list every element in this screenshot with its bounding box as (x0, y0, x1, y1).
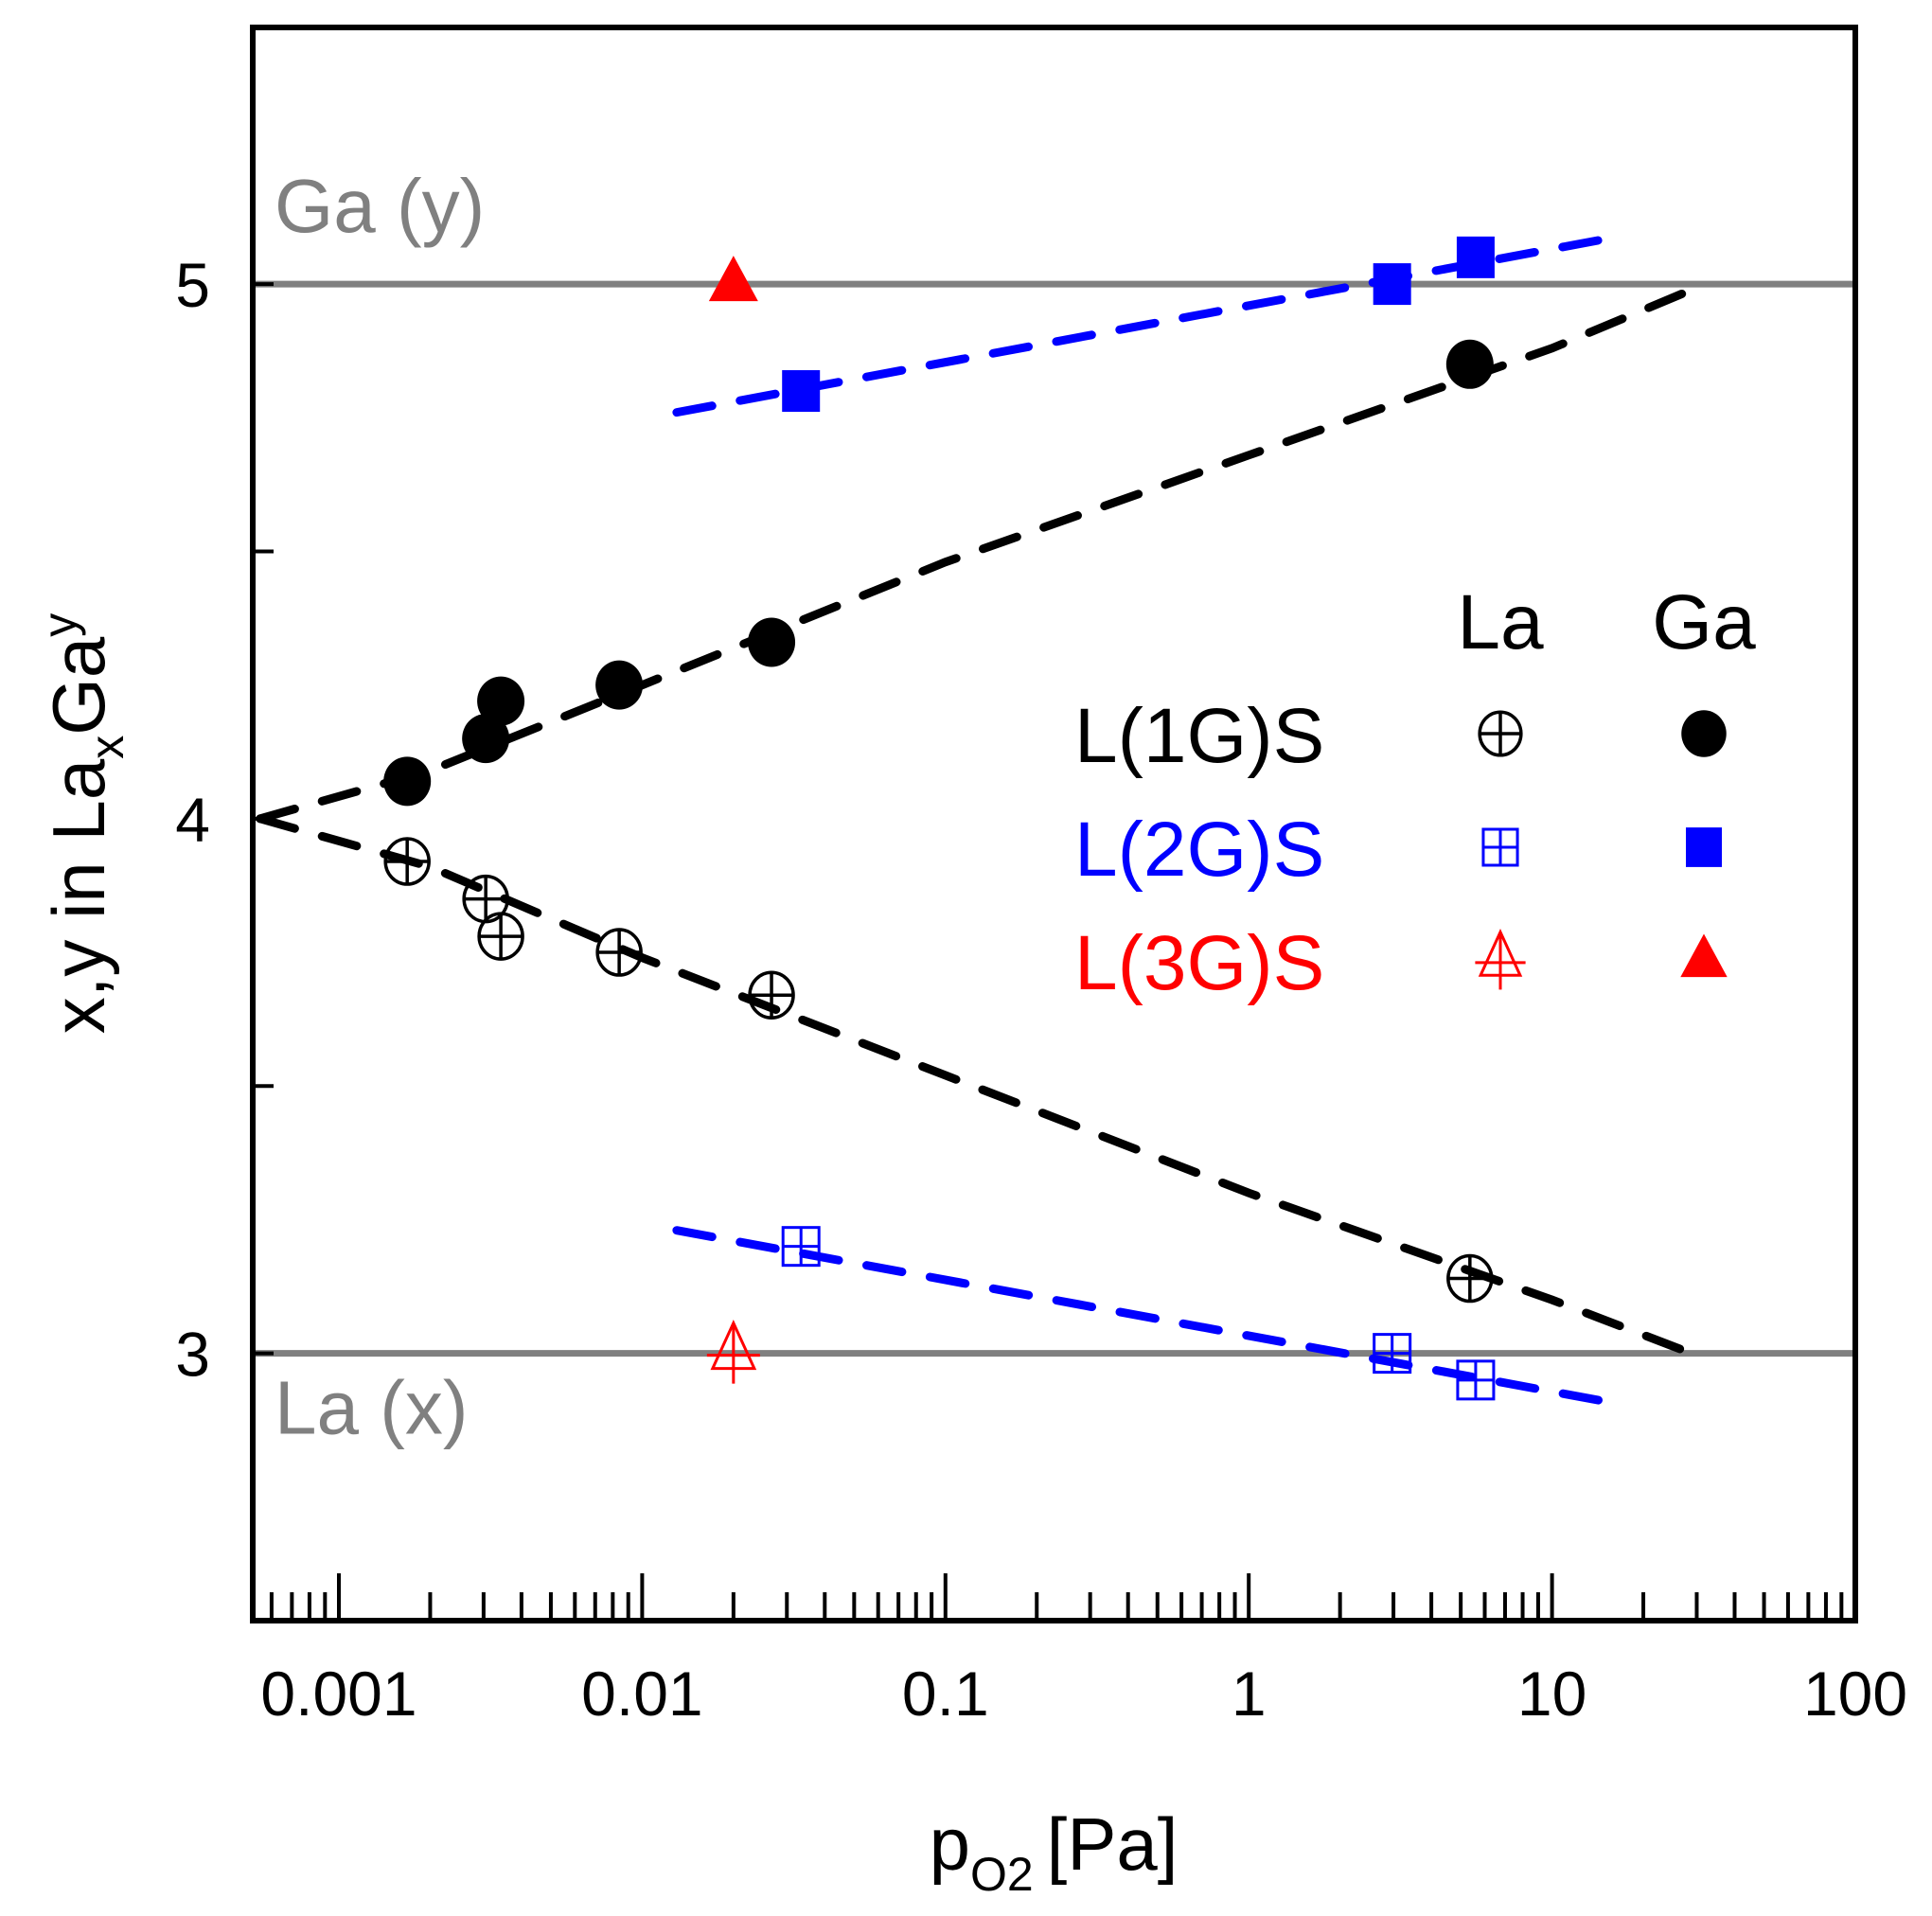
data-point (1681, 710, 1727, 757)
legend-column-header: La (1457, 579, 1544, 665)
fit-line (256, 814, 1710, 1363)
x-tick-label: 10 (1517, 1659, 1586, 1729)
data-point (782, 370, 821, 413)
data-point (706, 1320, 760, 1384)
y-tick-label: 4 (175, 785, 210, 855)
data-point (595, 660, 644, 710)
data-point (383, 837, 431, 886)
data-point (1478, 710, 1523, 757)
x-tick-label: 100 (1803, 1659, 1907, 1729)
data-point (1456, 236, 1495, 278)
x-tick-label: 1 (1232, 1659, 1267, 1729)
y-tick-label: 5 (175, 250, 210, 320)
x-tick-label: 0.001 (260, 1659, 417, 1729)
data-point (748, 970, 795, 1020)
plot-frame (250, 25, 1858, 1623)
data-point (477, 912, 524, 961)
data-point (781, 1226, 821, 1268)
x-tick-label: 0.01 (581, 1659, 702, 1729)
legend-label: L(3G)S (1074, 920, 1324, 1006)
legend-label: L(1G)S (1074, 693, 1324, 779)
data-point (1456, 1359, 1496, 1401)
data-point (1445, 339, 1494, 389)
data-point (708, 256, 758, 302)
data-point (1680, 933, 1728, 978)
x-axis-label: pO2 [Pa] (930, 1802, 1179, 1901)
data-point (1686, 827, 1722, 867)
data-point (1373, 263, 1411, 306)
data-point (1373, 1333, 1412, 1375)
y-tick-label: 3 (175, 1320, 210, 1390)
data-point (595, 928, 643, 977)
reference-line-label: Ga (y) (275, 164, 485, 248)
data-point (462, 714, 510, 764)
fit-line (672, 1226, 1610, 1406)
legend-column-header: Ga (1652, 579, 1756, 665)
fit-line (256, 279, 1710, 824)
data-point (748, 617, 796, 667)
y-axis-label: x,y in LaxGay (33, 613, 133, 1035)
reference-line-label: La (x) (275, 1366, 469, 1450)
data-point (1475, 928, 1526, 990)
data-point (1481, 827, 1519, 867)
data-point (383, 756, 432, 807)
x-tick-label: 0.1 (902, 1659, 989, 1729)
data-point (1446, 1253, 1494, 1304)
legend-label: L(2G)S (1074, 807, 1324, 893)
data-point (477, 676, 525, 726)
